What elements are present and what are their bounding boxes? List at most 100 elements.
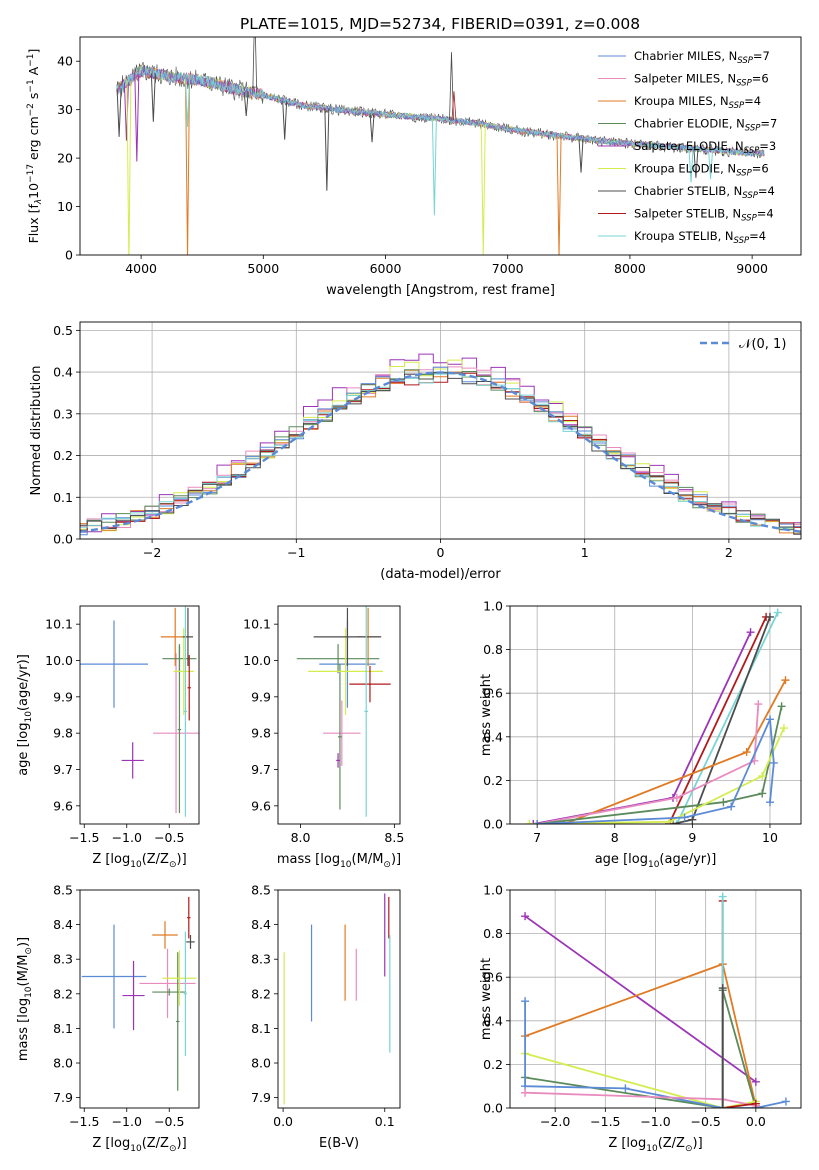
- x-tick-label: 8: [611, 830, 619, 845]
- spectrum-chart: 4000 5000 6000 7000 8000 9000 0 10 20 30 40 wavelen…: [26, 36, 802, 298]
- legend-subscript: SSP: [736, 79, 752, 89]
- legend-entry: Salpeter ELODIE, NSSP=3: [634, 139, 776, 156]
- legend-subscript: SSP: [734, 236, 750, 246]
- label-subscript: 10: [646, 1144, 658, 1154]
- data-point: [187, 655, 191, 721]
- y-tick-label: 9.8: [53, 726, 73, 741]
- y-axis-label: mass weight: [479, 674, 494, 756]
- y-tick-label: 40: [57, 54, 73, 69]
- weight-marker: [718, 1104, 727, 1108]
- label-text: (age/yr)]: [659, 852, 716, 867]
- y-tick-label: 1.0: [483, 883, 503, 898]
- absorption-feature: [556, 135, 562, 255]
- absorption-feature: [134, 74, 140, 162]
- weight-marker: [521, 1088, 530, 1097]
- emission-spike: [451, 91, 457, 121]
- label-text: )]: [391, 852, 401, 867]
- weight-marker: [525, 820, 534, 824]
- y-tick-label: 0.2: [53, 448, 73, 463]
- legend-label: Chabrier STELIB, N: [634, 184, 742, 198]
- y-tick-label: 9.7: [53, 762, 73, 777]
- weight-line-salpeter-elodie: [533, 631, 752, 824]
- y-axis-label: Flux [fλ10−17 erg cm−2 s−1 A−1]: [26, 49, 44, 244]
- y-tick-label: 0.0: [483, 1101, 503, 1116]
- residuals-chart: −2 −1 0 1 2 0.0 0.1 0.2 0.3 0.4 0.5 (data-model)/er…: [29, 321, 802, 582]
- absorption-feature: [708, 149, 714, 180]
- x-tick-label: −0.5: [690, 1114, 720, 1129]
- label-text: )]: [16, 937, 31, 947]
- label-subscript: 10: [340, 860, 352, 870]
- legend-subscript: SSP: [729, 101, 745, 111]
- y-tick-label: 0.6: [483, 970, 503, 985]
- weight-marker: [781, 1097, 790, 1106]
- data-point: [139, 948, 196, 1019]
- data-point: [182, 607, 194, 666]
- legend-label: Kroupa ELODIE, N: [634, 162, 736, 176]
- label-text: (Z/Z: [142, 1136, 169, 1151]
- legend-label: Salpeter ELODIE, N: [634, 139, 744, 153]
- legend-label: Chabrier MILES, N: [634, 49, 737, 63]
- axes-frame: [79, 321, 802, 540]
- normal-distribution-curve: [80, 371, 801, 533]
- absorption-feature: [431, 118, 437, 216]
- legend-entry: Chabrier STELIB, NSSP=4: [634, 184, 775, 201]
- y-tick-label: 0.8: [483, 926, 503, 941]
- x-tick-label: −1.5: [590, 1114, 620, 1129]
- legend-entry: Salpeter MILES, NSSP=6: [634, 72, 769, 89]
- weight-marker: [773, 608, 782, 617]
- weight-marker: [765, 798, 774, 807]
- y-tick-label: 0.3: [53, 406, 73, 421]
- y-tick-label: 8.2: [53, 986, 73, 1001]
- legend-suffix: =4: [757, 207, 774, 221]
- absorption-feature: [243, 91, 249, 117]
- weight-marker: [718, 984, 727, 993]
- x-tick-label: 7: [533, 830, 541, 845]
- data-point: [152, 921, 178, 949]
- label-subscript: ⊙: [24, 947, 34, 955]
- emission-spike: [449, 52, 454, 121]
- spectrum-lines: [116, 37, 765, 255]
- y-tick-label: 9.7: [251, 762, 271, 777]
- y-tick-label: 8.0: [251, 1056, 271, 1071]
- y-tick-label: 0.6: [483, 686, 503, 701]
- y-tick-label: 10.0: [45, 653, 73, 668]
- residuals-legend: 𝒩(0, 1): [700, 337, 786, 352]
- y-tick-label: 0.4: [483, 1013, 503, 1028]
- legend-label: Chabrier ELODIE, N: [634, 117, 745, 131]
- weight-line-kroupa-stelib: [675, 612, 779, 824]
- legend-subscript: SSP: [742, 191, 758, 201]
- data-point: [313, 607, 382, 666]
- weight-marker: [754, 700, 763, 709]
- absorption-feature: [324, 108, 330, 191]
- legend-suffix: =4: [749, 229, 766, 243]
- label-text: mass [log: [16, 998, 31, 1061]
- label-superscript: −1: [26, 54, 36, 67]
- label-text: (Z/Z: [142, 852, 169, 867]
- weight-marker: [751, 1099, 760, 1108]
- x-tick-label: −1.0: [112, 830, 142, 845]
- x-tick-label: 8.0: [291, 830, 311, 845]
- error-bars: [283, 893, 391, 1105]
- absorption-feature: [282, 100, 288, 140]
- data-point: [187, 896, 191, 939]
- axes-frame: [509, 889, 802, 1109]
- label-superscript: −17: [26, 164, 36, 183]
- axes-frame: [509, 605, 802, 825]
- weight-marker: [672, 820, 681, 824]
- legend-entry: Salpeter STELIB, NSSP=4: [634, 207, 774, 224]
- absorption-feature: [688, 148, 694, 183]
- legend-subscript: SSP: [737, 56, 753, 66]
- weight-marker: [758, 772, 767, 781]
- legend-entry: Kroupa MILES, NSSP=4: [634, 94, 761, 111]
- y-tick-label: 8.4: [251, 917, 271, 932]
- legend-entry: Kroupa ELODIE, NSSP=6: [634, 162, 769, 179]
- x-tick-label: 8.5: [384, 830, 404, 845]
- y-axis-label: Normed distribution: [29, 366, 44, 496]
- data-point: [323, 700, 361, 766]
- weight-line-salpeter-elodie: [524, 915, 757, 1083]
- legend-suffix: =7: [753, 49, 770, 63]
- weight-lines: [521, 892, 790, 1108]
- weight-line-chabrier-elodie: [524, 990, 757, 1108]
- absorption-feature: [116, 88, 122, 137]
